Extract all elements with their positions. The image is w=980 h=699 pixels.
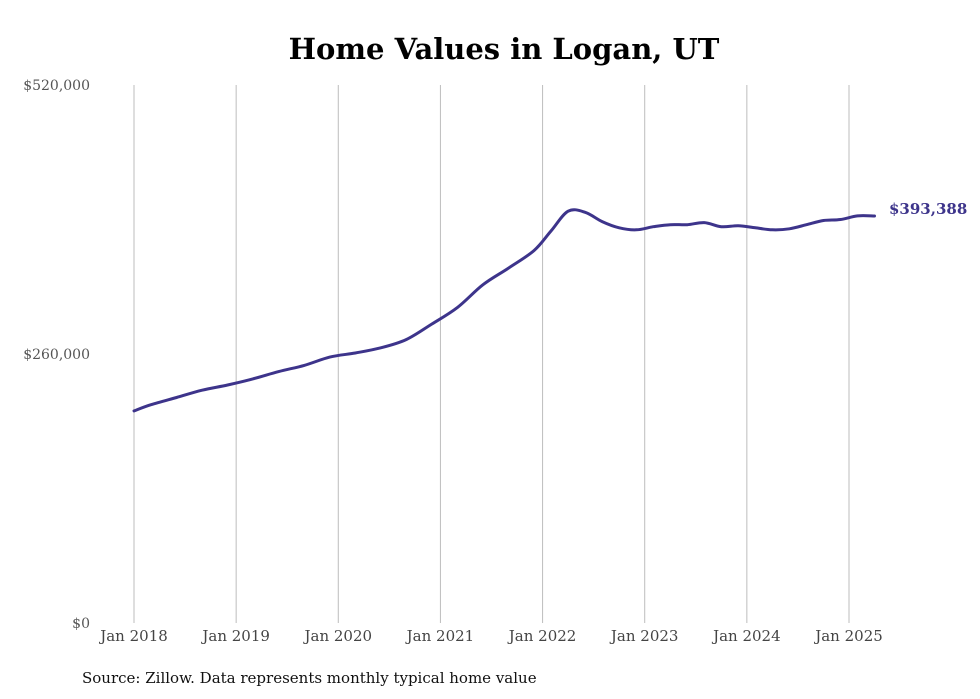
source-note: Source: Zillow. Data represents monthly … bbox=[82, 669, 537, 687]
end-value-label: $393,388 bbox=[889, 200, 967, 218]
x-tick-label: Jan 2020 bbox=[303, 627, 373, 645]
series-line bbox=[132, 208, 876, 413]
x-tick-label: Jan 2021 bbox=[405, 627, 475, 645]
x-tick-label: Jan 2022 bbox=[507, 627, 577, 645]
x-tick-label: Jan 2025 bbox=[813, 627, 883, 645]
x-tick-label: Jan 2018 bbox=[98, 627, 168, 645]
gridlines bbox=[133, 85, 850, 623]
x-axis: Jan 2018 Jan 2019 Jan 2020 Jan 2021 Jan 2022… bbox=[98, 627, 883, 645]
y-axis: $0 $260,000 $520,000 bbox=[23, 78, 90, 632]
y-tick-label: $260,000 bbox=[23, 347, 90, 363]
x-tick-label: Jan 2019 bbox=[200, 627, 270, 645]
x-tick-label: Jan 2024 bbox=[711, 627, 781, 645]
chart-title: Home Values in Logan, UT bbox=[289, 32, 720, 66]
series-layer bbox=[132, 208, 876, 413]
x-tick-label: Jan 2023 bbox=[609, 627, 679, 645]
y-tick-label: $520,000 bbox=[23, 78, 90, 94]
y-tick-label: $0 bbox=[72, 616, 90, 632]
